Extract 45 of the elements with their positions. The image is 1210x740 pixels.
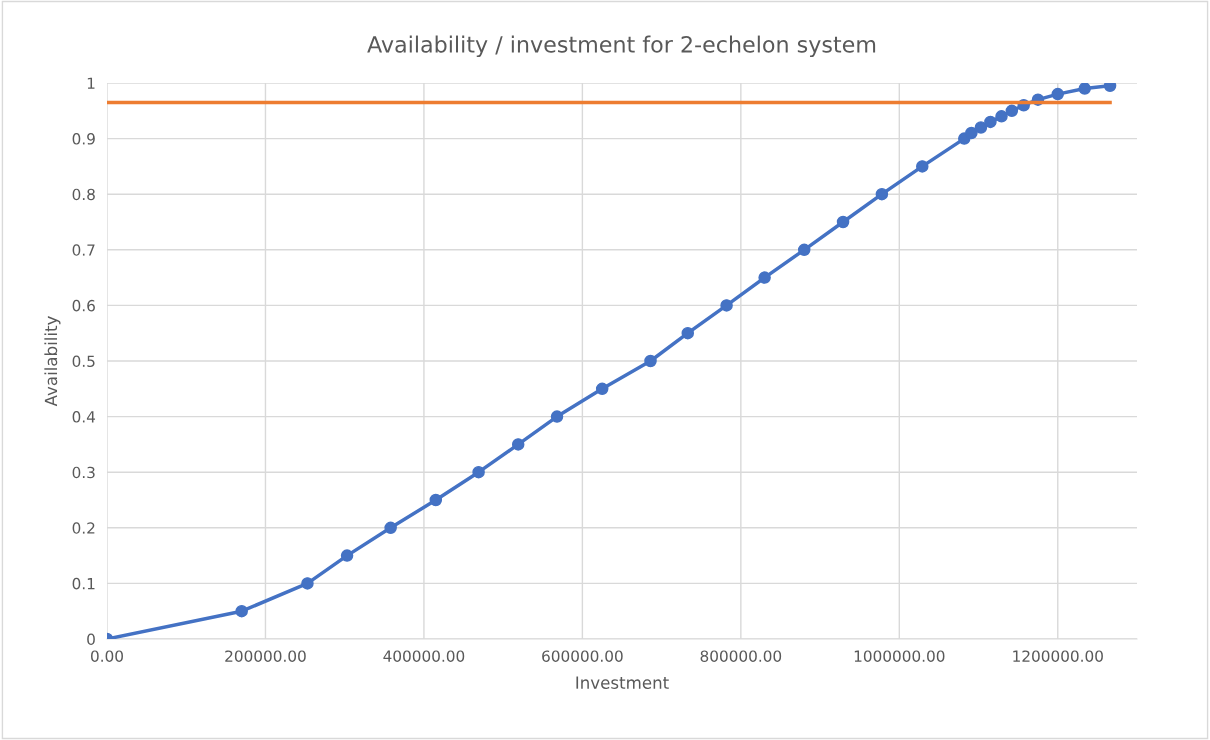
point — [797, 243, 811, 257]
point — [1078, 83, 1091, 95]
y-tick-label: 0.8 — [72, 188, 95, 201]
point — [644, 354, 657, 368]
point — [472, 465, 485, 479]
x-tick-label: 1000000.00 — [854, 650, 945, 662]
point — [758, 271, 771, 284]
point — [340, 549, 354, 562]
point — [974, 121, 988, 134]
y-tick-label: 1 — [87, 77, 95, 89]
x-tick-label: 400000.00 — [383, 650, 465, 662]
point — [965, 126, 978, 140]
x-tick-label: 600000.00 — [542, 650, 623, 662]
point — [995, 110, 1008, 123]
x-tick-label: 200000.00 — [225, 650, 306, 662]
y-tick-label: 0.2 — [72, 522, 95, 534]
point — [984, 115, 997, 129]
x-tick-label: 0.00 — [91, 650, 123, 662]
point — [1051, 87, 1065, 101]
chart-title: Availability / investment for 2-echelon system — [367, 35, 876, 58]
point — [384, 521, 397, 535]
y-tick-label: 0.7 — [72, 244, 95, 256]
point — [429, 493, 443, 507]
y-tick-label: 0.4 — [72, 411, 96, 423]
point — [836, 215, 850, 229]
y-tick-label: 0.9 — [72, 133, 95, 145]
point — [595, 382, 609, 396]
x-axis-title: Investment — [576, 676, 669, 689]
point — [235, 604, 248, 618]
y-tick-label: 0.3 — [72, 466, 95, 479]
y-tick-label: 0.6 — [72, 299, 95, 312]
point — [681, 326, 695, 340]
point — [550, 410, 564, 423]
point — [301, 577, 314, 590]
x-tick-label: 1200000.00 — [1013, 650, 1103, 662]
point — [875, 187, 889, 201]
y-tick-label: 0.1 — [72, 577, 95, 590]
y-tick-label: 0 — [87, 633, 95, 646]
point — [1005, 104, 1019, 118]
x-tick-label: 800000.00 — [700, 650, 782, 662]
point — [720, 299, 733, 312]
point — [511, 438, 525, 451]
point — [916, 160, 929, 173]
y-tick-label: 0.5 — [72, 355, 95, 368]
y-axis-title: Availability — [44, 316, 61, 407]
